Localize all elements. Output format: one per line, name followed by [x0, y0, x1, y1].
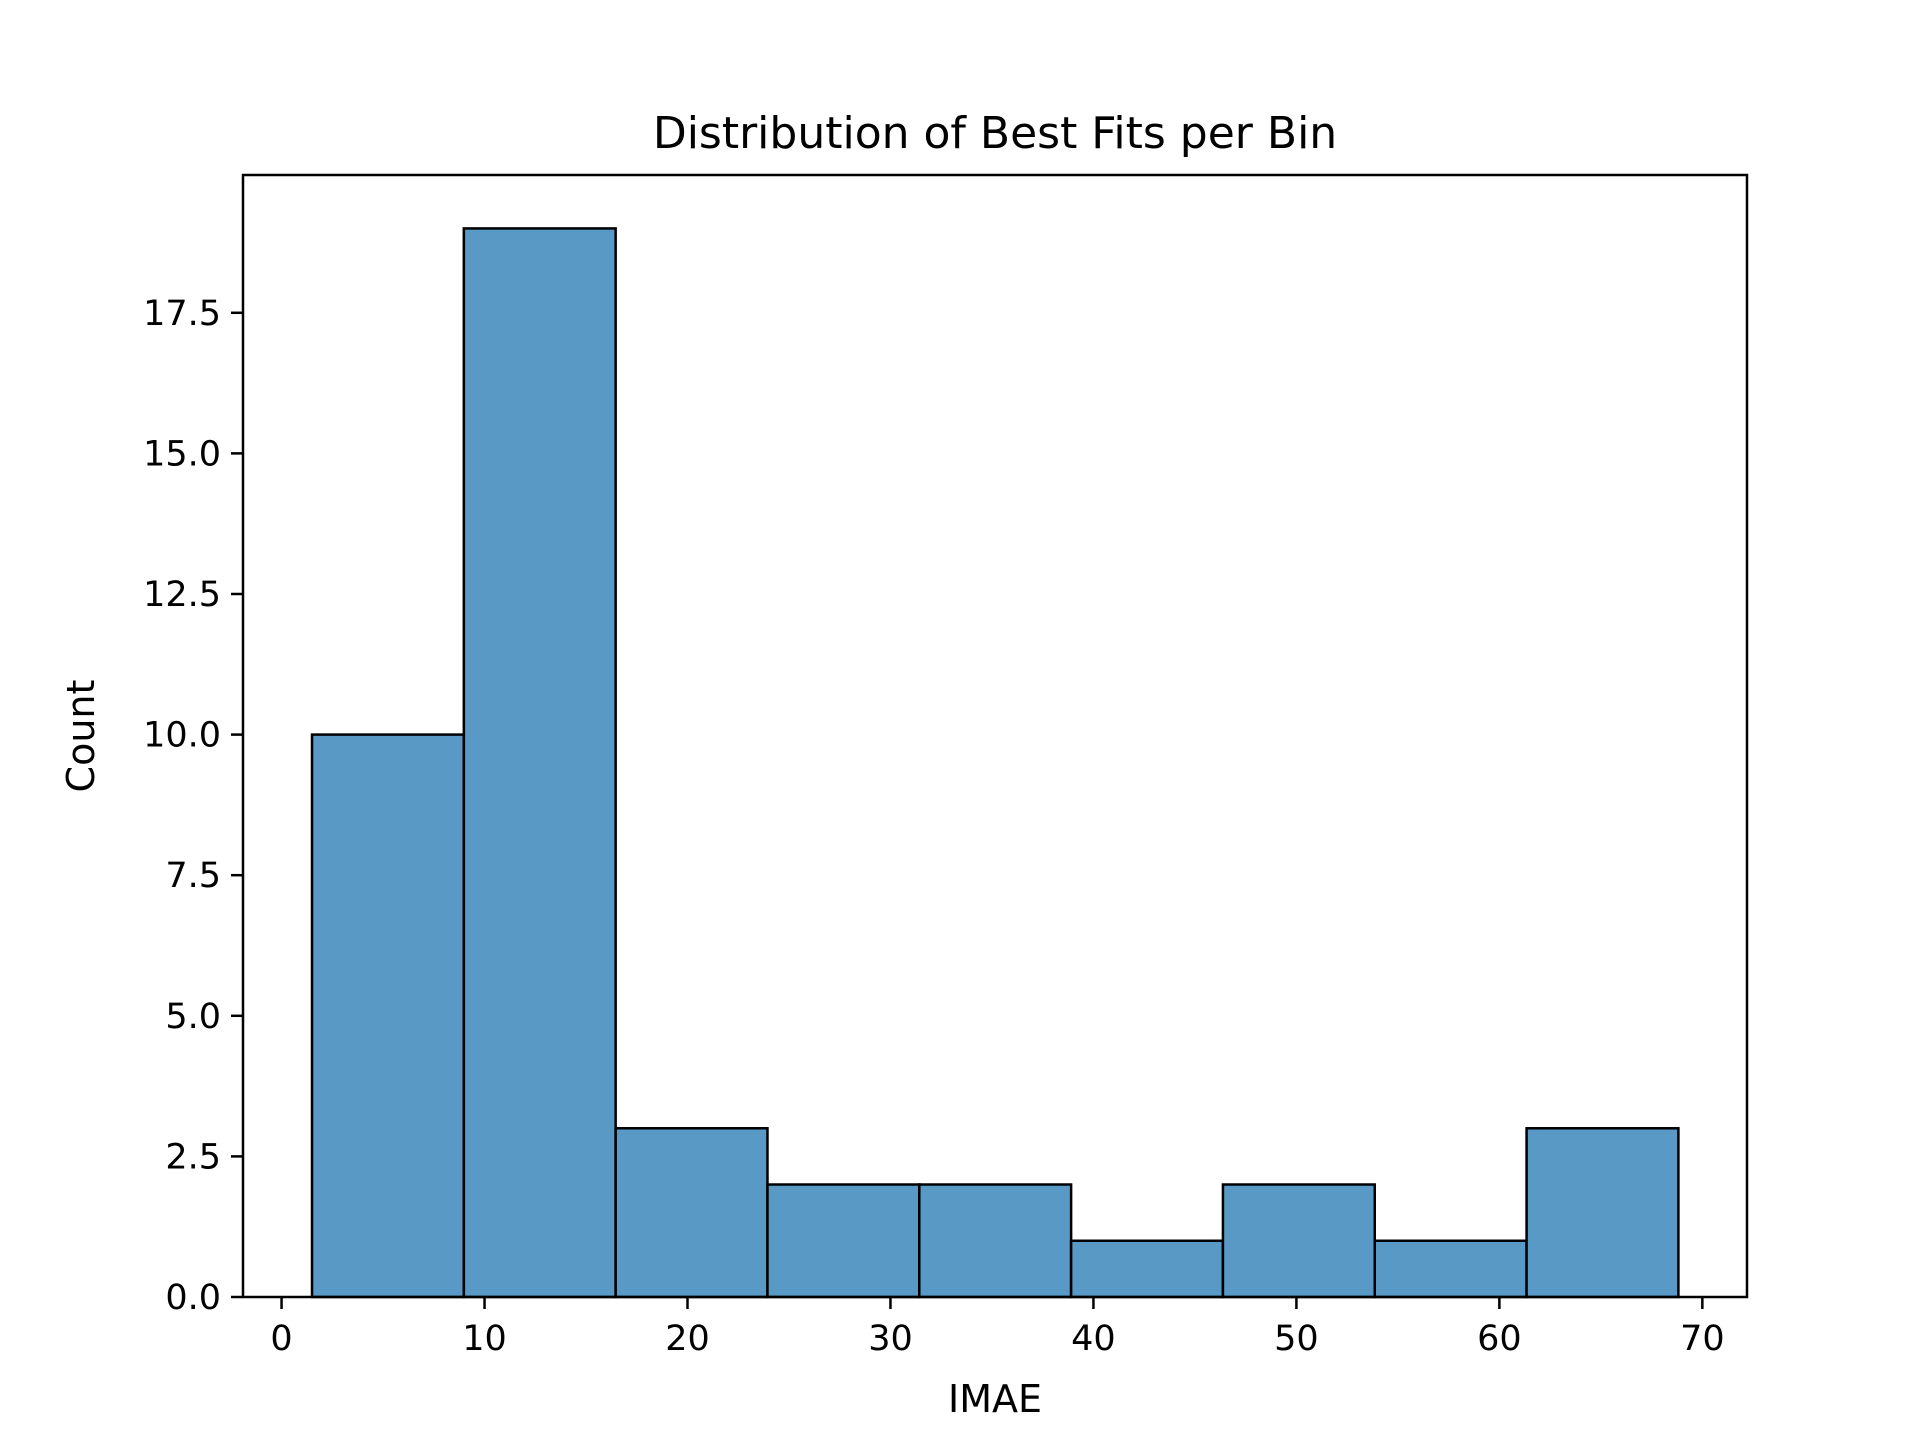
- y-axis-ticks: 0.0 2.5 5.0 7.5 10.0 12.5 15.0 17.5: [143, 294, 243, 1318]
- chart-title: Distribution of Best Fits per Bin: [653, 108, 1337, 159]
- histogram-bar-6: [1069, 1239, 1225, 1299]
- histogram-bar-8: [1373, 1239, 1528, 1299]
- x-tick-label: 40: [1071, 1319, 1116, 1359]
- histogram-bar-1: [310, 733, 466, 1299]
- histogram-bar-9: [1525, 1127, 1680, 1299]
- x-tick-label: 0: [270, 1319, 292, 1359]
- x-tick-label: 30: [868, 1319, 913, 1359]
- axes-frame: [241, 173, 1749, 1299]
- histogram-bars: [310, 227, 1680, 1299]
- histogram-bar-3: [614, 1127, 769, 1299]
- y-axis-label: Count: [59, 680, 103, 793]
- y-tick-label: 12.5: [143, 575, 221, 615]
- y-tick-label: 0.0: [165, 1278, 221, 1318]
- x-axis-label: IMAE: [948, 1377, 1042, 1421]
- y-tick-label: 2.5: [165, 1137, 221, 1177]
- y-tick-label: 17.5: [143, 294, 221, 334]
- y-tick-label: 7.5: [165, 856, 221, 896]
- histogram-bar-2: [462, 227, 617, 1299]
- x-tick-label: 70: [1680, 1319, 1725, 1359]
- histogram-bar-7: [1221, 1183, 1377, 1299]
- x-tick-label: 20: [665, 1319, 710, 1359]
- x-tick-label: 10: [462, 1319, 507, 1359]
- x-axis-ticks: 0 10 20 30 40 50 60 70: [270, 1297, 1725, 1359]
- histogram-bar-5: [918, 1183, 1073, 1299]
- y-tick-label: 10.0: [143, 716, 221, 756]
- histogram-bar-4: [766, 1183, 921, 1299]
- y-tick-label: 5.0: [165, 997, 221, 1037]
- y-tick-label: 15.0: [143, 434, 221, 474]
- x-tick-label: 50: [1274, 1319, 1319, 1359]
- x-tick-label: 60: [1477, 1319, 1522, 1359]
